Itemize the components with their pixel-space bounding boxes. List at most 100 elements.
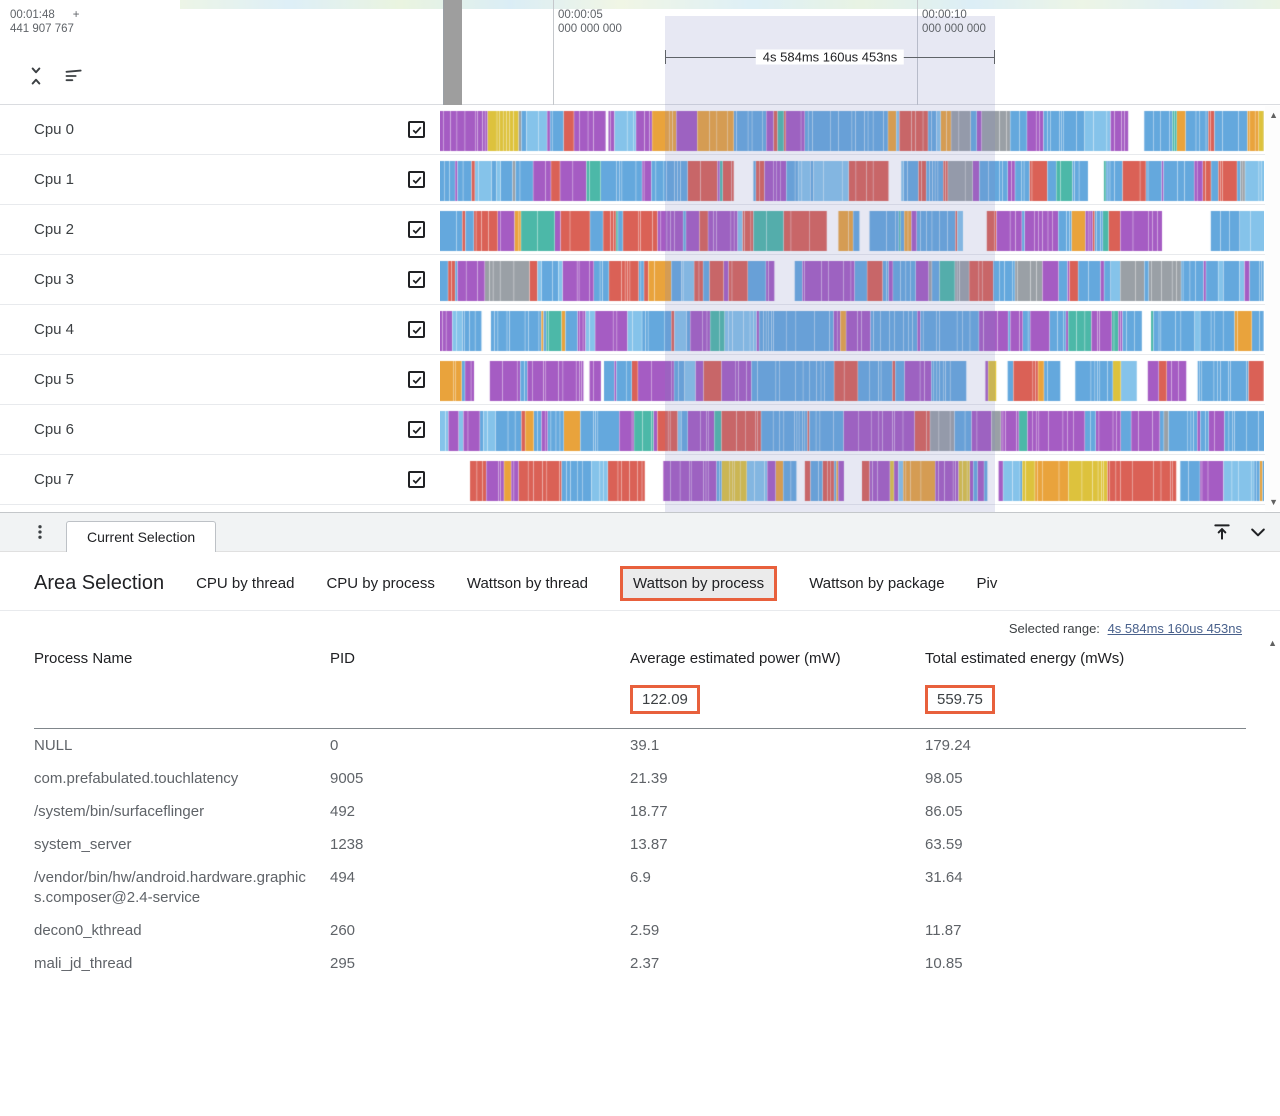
process-pid: 1238 — [330, 835, 364, 853]
tracks-list: Cpu 0 Cpu 1 Cpu 2 Cpu 3 Cpu 4 Cpu 5 Cpu 6 Cpu 7 — [0, 105, 1280, 505]
process-pid: 9005 — [330, 769, 364, 787]
overview-minimap-strip[interactable] — [180, 0, 1280, 9]
time-marker-sub: 000 000 000 — [558, 23, 622, 35]
total-power-value: 122.09 — [630, 685, 700, 714]
time-marker: 00:00:05 000 000 000 — [558, 8, 622, 36]
selected-range-value[interactable]: 4s 584ms 160us 453ns — [1107, 621, 1242, 636]
collapse-panel-icon[interactable] — [1246, 520, 1270, 544]
process-table: Process Name PID Average estimated power… — [34, 640, 1246, 980]
totals-spacer — [330, 673, 630, 726]
area-selection-title: Area Selection — [34, 572, 165, 594]
clock-plus-icon: + — [72, 9, 80, 21]
scroll-down-icon[interactable]: ▼ — [1269, 497, 1278, 507]
unfold-less-icon — [31, 67, 41, 85]
bracket-tick-right — [994, 50, 995, 64]
track-row: Cpu 3 — [0, 255, 1280, 305]
track-label-area[interactable]: Cpu 0 — [0, 105, 440, 154]
track-row: Cpu 0 — [0, 105, 1280, 155]
track-checkbox[interactable] — [408, 121, 425, 138]
tab-current-selection-label: Current Selection — [87, 529, 196, 545]
tab-wattson-by-thread[interactable]: Wattson by thread — [467, 567, 588, 600]
tab-piv[interactable]: Piv — [977, 567, 998, 600]
selection-duration-bracket: 4s 584ms 160us 453ns — [665, 49, 995, 65]
checkmark-icon — [412, 176, 421, 184]
track-slices-canvas[interactable] — [440, 409, 1264, 453]
process-power: 21.39 — [630, 769, 668, 787]
process-energy: 31.64 — [925, 868, 963, 886]
process-energy: 11.87 — [925, 921, 962, 939]
process-name: decon0_kthread — [34, 921, 142, 939]
process-energy: 10.85 — [925, 954, 963, 972]
time-marker-sub: 000 000 000 — [922, 23, 986, 35]
track-label-area[interactable]: Cpu 4 — [0, 305, 440, 354]
checkmark-icon — [412, 226, 421, 234]
track-slices-canvas[interactable] — [440, 309, 1264, 353]
tab-cpu-by-process[interactable]: CPU by process — [326, 567, 434, 600]
process-name: system_server — [34, 835, 132, 853]
tracks-scrollbar[interactable]: ▲ ▼ — [1265, 106, 1280, 511]
sort-tracks-icon[interactable] — [62, 64, 86, 88]
chevron-down-icon — [1251, 528, 1265, 537]
track-row: Cpu 1 — [0, 155, 1280, 205]
process-name: com.prefabulated.touchlatency — [34, 769, 239, 787]
track-checkbox[interactable] — [408, 221, 425, 238]
table-divider — [34, 728, 1246, 729]
bracket-tick-left — [665, 50, 666, 64]
process-power: 13.87 — [630, 835, 668, 853]
track-label-area[interactable]: Cpu 3 — [0, 255, 440, 304]
ruler-gridline — [553, 0, 554, 105]
process-pid: 295 — [330, 954, 356, 972]
scroll-up-icon[interactable]: ▲ — [1269, 110, 1278, 120]
timeline-clock: 00:01:48 + 441 907 767 — [10, 8, 79, 36]
process-power: 2.37 — [630, 954, 660, 972]
track-label-area[interactable]: Cpu 6 — [0, 405, 440, 454]
track-checkbox[interactable] — [408, 421, 425, 438]
track-row: Cpu 7 — [0, 455, 1280, 505]
area-selection-bar: Area Selection CPU by thread CPU by proce… — [0, 552, 1280, 611]
track-label-area[interactable]: Cpu 1 — [0, 155, 440, 204]
expand-panel-up-icon[interactable] — [1210, 520, 1234, 544]
tab-cpu-by-thread[interactable]: CPU by thread — [196, 567, 294, 600]
track-slices-canvas[interactable] — [440, 209, 1264, 253]
track-slices-canvas[interactable] — [440, 359, 1264, 403]
track-checkbox[interactable] — [408, 271, 425, 288]
track-label-area[interactable]: Cpu 5 — [0, 355, 440, 404]
timeline-header-icons — [24, 64, 86, 88]
track-checkbox[interactable] — [408, 171, 425, 188]
selected-range: Selected range: 4s 584ms 160us 453ns — [0, 611, 1280, 636]
track-checkbox[interactable] — [408, 471, 425, 488]
process-power: 18.77 — [630, 802, 668, 820]
checkmark-icon — [412, 276, 421, 284]
process-pid: 260 — [330, 921, 356, 939]
track-slices-canvas[interactable] — [440, 459, 1264, 503]
vertical-align-top-icon — [1214, 524, 1230, 540]
track-label-area[interactable]: Cpu 7 — [0, 455, 440, 504]
tab-current-selection[interactable]: Current Selection — [66, 521, 217, 552]
col-avg-power: Average estimated power (mW) — [630, 650, 841, 667]
process-pid: 494 — [330, 868, 356, 886]
checkmark-icon — [412, 376, 421, 384]
process-energy: 86.05 — [925, 802, 963, 820]
totals-power-cell: 122.09 — [630, 673, 925, 726]
track-name: Cpu 2 — [34, 221, 75, 238]
timeline-pane: 00:01:48 + 441 907 767 00:00:05 000 000 0… — [0, 0, 1280, 513]
panel-menu-icon[interactable] — [28, 520, 52, 544]
ruler-origin-block — [444, 0, 462, 105]
process-power: 39.1 — [630, 736, 660, 754]
track-label-area[interactable]: Cpu 2 — [0, 205, 440, 254]
tab-wattson-by-package[interactable]: Wattson by package — [809, 567, 944, 600]
track-slices-canvas[interactable] — [440, 159, 1264, 203]
track-checkbox[interactable] — [408, 321, 425, 338]
ruler-gridline — [443, 0, 444, 105]
process-pid: 492 — [330, 802, 356, 820]
track-checkbox[interactable] — [408, 371, 425, 388]
track-slices-canvas[interactable] — [440, 109, 1264, 153]
collapse-tracks-icon[interactable] — [24, 64, 48, 88]
track-name: Cpu 3 — [34, 271, 75, 288]
track-slices-canvas[interactable] — [440, 259, 1264, 303]
panel-scroll-up-icon[interactable]: ▲ — [1268, 638, 1277, 648]
tab-wattson-by-process[interactable]: Wattson by process — [620, 566, 778, 601]
track-name: Cpu 7 — [34, 471, 75, 488]
process-energy: 63.59 — [925, 835, 963, 853]
